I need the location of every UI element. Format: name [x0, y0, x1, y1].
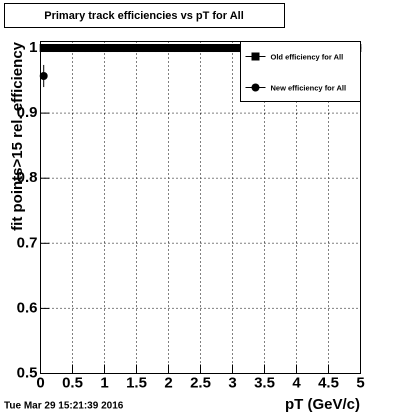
marker-circle — [193, 44, 202, 53]
marker-circle — [180, 44, 189, 53]
marker-circle — [212, 44, 221, 53]
x-tick-label: 3 — [228, 374, 236, 391]
y-tick-label: 0.6 — [17, 299, 38, 316]
marker-circle — [161, 44, 170, 53]
x-axis-label: pT (GeV/c) — [285, 396, 360, 413]
marker-circle — [71, 44, 80, 53]
marker-circle — [129, 44, 138, 53]
marker-circle — [154, 44, 163, 53]
marker-circle — [65, 44, 74, 53]
x-tick-label: 0.5 — [62, 374, 83, 391]
marker-circle — [46, 44, 55, 53]
x-tick-label: 2 — [164, 374, 172, 391]
marker-circle — [218, 44, 227, 53]
marker-circle — [231, 44, 240, 53]
marker-circle — [78, 44, 87, 53]
marker-circle — [84, 44, 93, 53]
x-tick-label: 0 — [36, 374, 44, 391]
legend-label: Old efficiency for All — [271, 52, 344, 61]
y-tick-label: 0.7 — [17, 234, 38, 251]
marker-circle — [206, 44, 215, 53]
marker-circle — [199, 44, 208, 53]
marker-circle — [97, 44, 106, 53]
timestamp: Tue Mar 29 15:21:39 2016 — [4, 401, 124, 412]
marker-circle — [174, 44, 183, 53]
marker-circle — [116, 44, 125, 53]
y-axis-label: fit points>15 rel. efficiency — [9, 41, 26, 230]
marker-circle — [122, 44, 131, 53]
marker-circle — [90, 44, 99, 53]
x-tick-label: 2.5 — [190, 374, 211, 391]
marker-circle — [58, 44, 67, 53]
marker-square — [251, 52, 260, 61]
marker-circle — [225, 44, 234, 53]
y-tick-label: 1 — [29, 39, 37, 56]
marker-circle — [52, 44, 61, 53]
marker-square — [39, 44, 48, 53]
marker-circle — [103, 44, 112, 53]
x-tick-label: 5 — [356, 374, 364, 391]
marker-circle — [142, 44, 151, 53]
marker-circle — [135, 44, 144, 53]
marker-circle — [39, 72, 48, 81]
marker-circle — [110, 44, 119, 53]
marker-circle — [186, 44, 195, 53]
x-tick-label: 3.5 — [254, 374, 275, 391]
y-tick-label: 0.9 — [17, 104, 38, 121]
chart-title: Primary track efficiencies vs pT for All — [44, 10, 244, 22]
marker-circle — [148, 44, 157, 53]
marker-circle — [167, 44, 176, 53]
y-tick-label: 0.8 — [17, 169, 38, 186]
x-tick-label: 1.5 — [126, 374, 147, 391]
x-tick-label: 4 — [292, 374, 301, 391]
legend-box — [240, 41, 361, 102]
x-tick-label: 4.5 — [318, 374, 339, 391]
y-tick-label: 0.5 — [17, 364, 38, 381]
title-box — [4, 3, 285, 28]
x-tick-label: 1 — [100, 374, 108, 391]
marker-circle — [251, 83, 260, 92]
legend-label: New efficiency for All — [271, 83, 347, 92]
